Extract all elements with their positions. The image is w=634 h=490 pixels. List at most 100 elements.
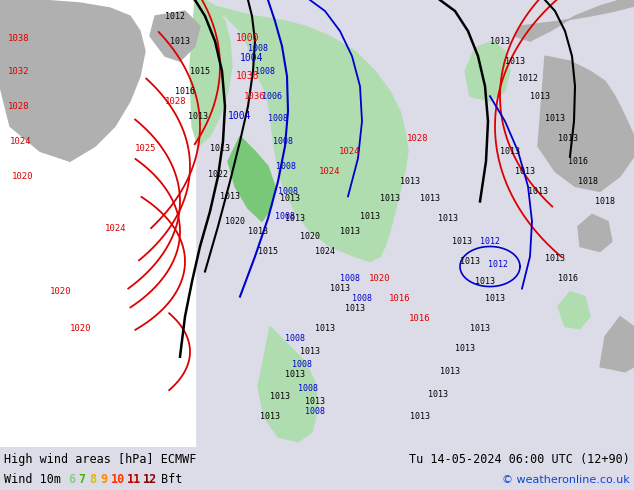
- Polygon shape: [600, 317, 634, 372]
- Text: 1013: 1013: [260, 412, 280, 421]
- Polygon shape: [538, 56, 634, 192]
- Text: 1020: 1020: [12, 172, 34, 181]
- Text: 1013: 1013: [400, 177, 420, 186]
- Text: 1013: 1013: [345, 304, 365, 313]
- Text: 1013: 1013: [305, 397, 325, 406]
- Text: 1013: 1013: [315, 324, 335, 333]
- Text: 1008: 1008: [352, 294, 372, 303]
- Text: 1016: 1016: [558, 274, 578, 283]
- Text: 1028: 1028: [407, 134, 429, 143]
- Polygon shape: [258, 327, 318, 442]
- Text: 1015: 1015: [258, 247, 278, 256]
- Text: 1016: 1016: [568, 157, 588, 166]
- Text: 1008: 1008: [292, 360, 312, 369]
- Text: High wind areas [hPa] ECMWF: High wind areas [hPa] ECMWF: [4, 453, 197, 466]
- Text: 1000: 1000: [236, 33, 260, 43]
- Text: 1013: 1013: [440, 367, 460, 376]
- Text: 1008: 1008: [298, 384, 318, 393]
- Text: Tu 14-05-2024 06:00 UTC (12+90): Tu 14-05-2024 06:00 UTC (12+90): [409, 453, 630, 466]
- Text: 1020: 1020: [225, 217, 245, 226]
- Text: 1013: 1013: [410, 412, 430, 421]
- Text: 1016: 1016: [410, 314, 430, 323]
- Text: 1008: 1008: [305, 407, 325, 416]
- Text: 1013: 1013: [380, 194, 400, 203]
- Text: 1022: 1022: [208, 170, 228, 179]
- Text: 1025: 1025: [135, 144, 157, 153]
- Text: 7: 7: [78, 473, 85, 487]
- Text: 1013: 1013: [475, 277, 495, 286]
- Text: 1013: 1013: [500, 147, 520, 156]
- Text: 8: 8: [89, 473, 96, 487]
- Text: 1012: 1012: [488, 260, 508, 269]
- Text: © weatheronline.co.uk: © weatheronline.co.uk: [502, 475, 630, 485]
- Text: 1008: 1008: [340, 274, 360, 283]
- Text: 11: 11: [127, 473, 141, 487]
- Text: 1013: 1013: [428, 390, 448, 399]
- Polygon shape: [228, 136, 275, 221]
- Text: 1012: 1012: [480, 237, 500, 246]
- Text: 1013: 1013: [285, 370, 305, 379]
- Text: 1028: 1028: [165, 97, 186, 106]
- Polygon shape: [558, 292, 590, 329]
- Text: 1020: 1020: [70, 324, 91, 333]
- Text: Bft: Bft: [161, 473, 183, 487]
- Text: 1013: 1013: [280, 194, 300, 203]
- Text: 1008: 1008: [268, 114, 288, 122]
- Polygon shape: [465, 41, 510, 101]
- Text: 1013: 1013: [515, 167, 535, 176]
- Text: 1013: 1013: [545, 254, 565, 263]
- Text: 1006: 1006: [262, 92, 282, 100]
- Polygon shape: [193, 0, 408, 262]
- Polygon shape: [190, 0, 232, 147]
- Text: 1013: 1013: [455, 344, 475, 353]
- Text: 1013: 1013: [220, 192, 240, 201]
- Text: 1013: 1013: [490, 37, 510, 46]
- Text: 1008: 1008: [285, 334, 305, 343]
- Text: 1038: 1038: [8, 34, 30, 43]
- Text: 1013: 1013: [545, 114, 565, 122]
- Text: 1024: 1024: [315, 247, 335, 256]
- Text: 1013: 1013: [528, 187, 548, 196]
- Text: 1020: 1020: [300, 232, 320, 241]
- Text: Wind 10m: Wind 10m: [4, 473, 61, 487]
- Text: 1013: 1013: [330, 284, 350, 293]
- Text: 1013: 1013: [270, 392, 290, 401]
- Text: 1024: 1024: [105, 224, 127, 233]
- Text: 1012: 1012: [165, 12, 185, 21]
- Text: 1013: 1013: [210, 144, 230, 153]
- Text: 1024: 1024: [339, 147, 361, 156]
- Polygon shape: [0, 0, 195, 447]
- Text: 1013: 1013: [285, 214, 305, 223]
- Polygon shape: [150, 11, 200, 61]
- Text: 1008: 1008: [248, 44, 268, 52]
- Text: 1018: 1018: [595, 197, 615, 206]
- Text: 1013: 1013: [248, 227, 268, 236]
- Text: 6: 6: [68, 473, 75, 487]
- Text: 1013: 1013: [340, 227, 360, 236]
- Text: 1004: 1004: [228, 111, 252, 121]
- Polygon shape: [515, 0, 634, 41]
- Text: 1008: 1008: [278, 187, 298, 196]
- Text: 1013: 1013: [530, 92, 550, 100]
- Text: 1013: 1013: [170, 37, 190, 46]
- Text: 1012: 1012: [518, 74, 538, 83]
- Text: 1008: 1008: [255, 67, 275, 75]
- Text: 1038: 1038: [236, 71, 260, 81]
- Polygon shape: [0, 0, 145, 161]
- Text: 1004: 1004: [240, 53, 264, 63]
- Text: 1028: 1028: [8, 102, 30, 111]
- Text: 1016: 1016: [389, 294, 411, 303]
- Text: 1013: 1013: [485, 294, 505, 303]
- Text: 10: 10: [111, 473, 126, 487]
- Text: 1013: 1013: [300, 347, 320, 356]
- Polygon shape: [578, 215, 612, 251]
- Text: 1020: 1020: [50, 287, 72, 296]
- Text: 1013: 1013: [452, 237, 472, 246]
- Text: 1032: 1032: [8, 67, 30, 75]
- Text: 1013: 1013: [460, 257, 480, 266]
- Text: 1013: 1013: [360, 212, 380, 221]
- Text: 1024: 1024: [320, 167, 340, 176]
- Text: 1013: 1013: [470, 324, 490, 333]
- Text: 1024: 1024: [10, 137, 32, 146]
- Text: 1016: 1016: [175, 87, 195, 96]
